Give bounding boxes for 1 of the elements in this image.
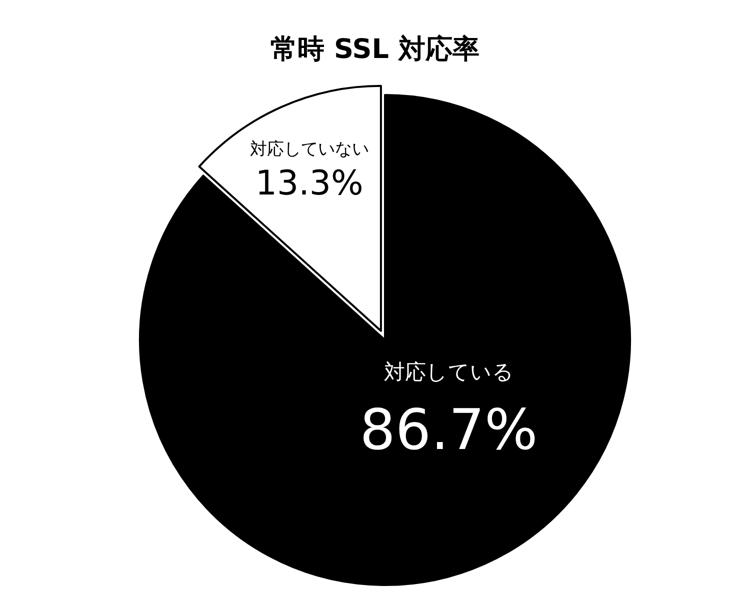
title: 常時 SSL 対応率 [270,34,480,65]
